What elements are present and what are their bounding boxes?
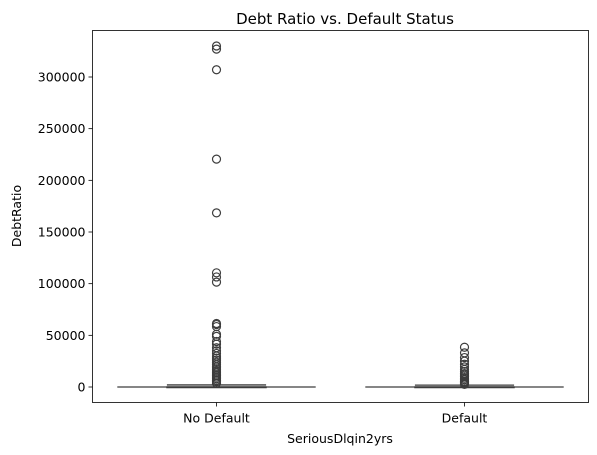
y-axis-label: DebtRatio	[9, 185, 24, 247]
outlier-point	[211, 272, 222, 282]
chart-title: Debt Ratio vs. Default Status	[236, 10, 454, 28]
outlier-point	[211, 154, 222, 164]
outlier-point	[211, 348, 222, 359]
outlier-point	[459, 352, 470, 363]
y-tick-label: 100000	[38, 276, 86, 291]
outlier-point	[459, 359, 470, 369]
outlier-point	[211, 339, 222, 349]
outlier-point	[459, 348, 470, 358]
box-group-1	[365, 342, 564, 390]
y-tick-label: 250000	[38, 121, 86, 136]
outlier-point	[211, 41, 222, 51]
y-tick-label: 300000	[38, 70, 86, 85]
outlier-point	[211, 277, 222, 287]
outlier-point	[211, 336, 222, 347]
outlier-point	[459, 379, 470, 390]
outlier-point	[459, 342, 470, 352]
x-tick-label: Default	[442, 411, 488, 426]
outlier-point	[211, 65, 222, 75]
outlier-point	[211, 208, 222, 218]
outlier-point	[211, 44, 222, 54]
box-group-0	[117, 41, 316, 389]
plot-area-frame	[92, 30, 589, 403]
y-tick-label: 50000	[46, 328, 86, 343]
outlier-point	[211, 346, 222, 356]
outlier-point	[211, 378, 222, 388]
x-axis-label: SeriousDlqin2yrs	[287, 431, 393, 446]
y-tick-label: 150000	[38, 225, 86, 240]
y-tick-label: 200000	[38, 173, 86, 188]
y-tick-label: 0	[78, 380, 86, 395]
x-tick-label: No Default	[183, 411, 250, 426]
outlier-point	[211, 268, 222, 278]
